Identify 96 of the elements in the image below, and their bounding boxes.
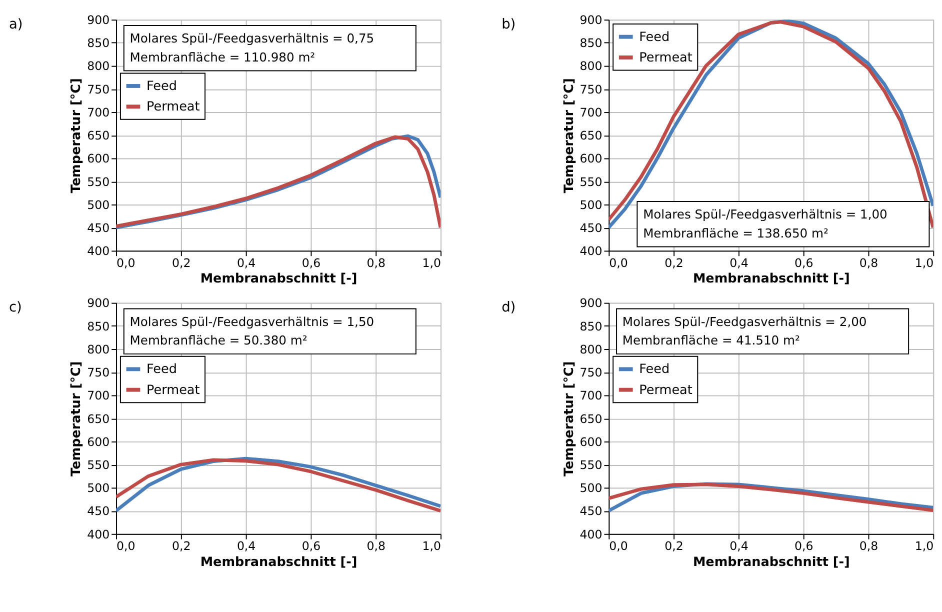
annotation: Membranfläche = 138.650 m² bbox=[643, 226, 828, 240]
y-axis-title: Temperatur [°C] bbox=[69, 361, 84, 476]
x-tick-label: 0,2 bbox=[172, 539, 191, 554]
legend-label: Permeat bbox=[639, 50, 692, 66]
x-tick-label: 0,4 bbox=[730, 539, 748, 554]
y-tick-label: 700 bbox=[87, 388, 110, 403]
y-tick-label: 600 bbox=[580, 434, 602, 449]
y-tick-label: 500 bbox=[580, 481, 602, 496]
y-tick-label: 900 bbox=[87, 296, 110, 310]
y-tick-label: 650 bbox=[87, 412, 110, 426]
x-tick-label: 0,6 bbox=[302, 256, 321, 270]
y-tick-label: 600 bbox=[87, 152, 110, 166]
annotation: Membranfläche = 41.510 m² bbox=[622, 334, 800, 348]
y-tick-label: 500 bbox=[87, 198, 110, 212]
x-tick-label: 0,6 bbox=[302, 539, 321, 554]
x-tick-label: 0,6 bbox=[794, 256, 814, 270]
y-tick-label: 400 bbox=[580, 527, 602, 542]
y-axis-title: Temperatur [°C] bbox=[69, 78, 84, 194]
x-tick-label: 0,4 bbox=[236, 539, 256, 554]
y-tick-label: 600 bbox=[87, 434, 110, 449]
y-tick-label: 800 bbox=[87, 59, 110, 74]
x-tick-label: 0,8 bbox=[859, 539, 878, 554]
annotation: Molares Spül-/Feedgasverhältnis = 1,00 bbox=[643, 208, 888, 222]
y-tick-label: 700 bbox=[87, 105, 110, 120]
chart-title: d) bbox=[502, 300, 516, 316]
legend-label: Permeat bbox=[639, 382, 692, 398]
x-axis-title: Membranabschnitt [-] bbox=[200, 554, 358, 570]
y-tick-label: 650 bbox=[580, 412, 602, 426]
y-axis-title: Temperatur [°C] bbox=[562, 361, 577, 476]
annotation: Molares Spül-/Feedgasverhältnis = 0,75 bbox=[130, 32, 374, 46]
x-tick-label: 0,8 bbox=[366, 539, 386, 554]
annotation: Membranfläche = 50.380 m² bbox=[130, 334, 308, 348]
y-tick-label: 450 bbox=[580, 221, 602, 235]
y-tick-label: 550 bbox=[580, 458, 602, 472]
y-tick-label: 750 bbox=[87, 366, 110, 380]
y-tick-label: 700 bbox=[580, 388, 602, 403]
x-tick-label: 0,2 bbox=[172, 256, 191, 270]
legend-label: Feed bbox=[146, 362, 177, 378]
annotation: Molares Spül-/Feedgasverhältnis = 2,00 bbox=[622, 314, 867, 329]
y-tick-label: 850 bbox=[580, 319, 602, 334]
x-tick-label: 1,0 bbox=[422, 256, 442, 270]
x-tick-label: 0,4 bbox=[730, 256, 748, 270]
x-tick-label: 0,0 bbox=[116, 539, 136, 554]
y-tick-label: 700 bbox=[580, 105, 602, 120]
x-tick-label: 0,0 bbox=[609, 256, 628, 270]
x-tick-label: 0,0 bbox=[116, 256, 136, 270]
y-tick-label: 750 bbox=[87, 82, 110, 96]
annotation: Membranfläche = 110.980 m² bbox=[130, 50, 316, 64]
x-tick-label: 0,4 bbox=[236, 256, 256, 270]
y-tick-label: 650 bbox=[87, 128, 110, 143]
y-tick-label: 450 bbox=[87, 504, 110, 518]
y-tick-label: 850 bbox=[87, 36, 110, 50]
annotation: Molares Spül-/Feedgasverhältnis = 1,50 bbox=[130, 314, 374, 329]
y-tick-label: 900 bbox=[580, 13, 602, 28]
legend-label: Feed bbox=[639, 362, 670, 378]
y-tick-label: 400 bbox=[87, 527, 110, 542]
y-tick-label: 650 bbox=[580, 128, 602, 143]
x-tick-label: 1,0 bbox=[914, 256, 934, 270]
x-tick-label: 0,6 bbox=[794, 539, 814, 554]
y-axis-title: Temperatur [°C] bbox=[562, 78, 577, 194]
legend-label: Feed bbox=[639, 30, 670, 45]
y-tick-label: 400 bbox=[87, 244, 110, 258]
y-tick-label: 550 bbox=[580, 174, 602, 189]
legend-label: Feed bbox=[146, 78, 177, 94]
y-tick-label: 500 bbox=[580, 198, 602, 212]
y-tick-label: 450 bbox=[580, 504, 602, 518]
y-tick-label: 800 bbox=[580, 59, 602, 74]
y-tick-label: 550 bbox=[87, 174, 110, 189]
chart-title: b) bbox=[502, 16, 516, 32]
legend-label: Permeat bbox=[146, 100, 200, 115]
y-tick-label: 850 bbox=[87, 319, 110, 334]
y-tick-label: 750 bbox=[580, 82, 602, 96]
x-tick-label: 0,8 bbox=[859, 256, 878, 270]
chart-title: a) bbox=[8, 16, 23, 32]
y-tick-label: 400 bbox=[580, 244, 602, 258]
y-tick-label: 750 bbox=[580, 366, 602, 380]
y-tick-label: 500 bbox=[87, 481, 110, 496]
x-tick-label: 0,8 bbox=[366, 256, 386, 270]
y-tick-label: 850 bbox=[580, 36, 602, 50]
x-tick-label: 0,2 bbox=[664, 539, 684, 554]
x-axis-title: Membranabschnitt [-] bbox=[200, 272, 358, 287]
y-tick-label: 450 bbox=[87, 221, 110, 235]
x-axis-title: Membranabschnitt [-] bbox=[692, 554, 850, 570]
x-tick-label: 1,0 bbox=[422, 539, 442, 554]
x-tick-label: 0,0 bbox=[609, 539, 628, 554]
y-tick-label: 600 bbox=[580, 152, 602, 166]
chart-title: c) bbox=[8, 300, 22, 316]
y-tick-label: 800 bbox=[87, 342, 110, 356]
y-tick-label: 900 bbox=[580, 296, 602, 310]
y-tick-label: 550 bbox=[87, 458, 110, 472]
x-tick-label: 0,2 bbox=[664, 256, 684, 270]
legend-label: Permeat bbox=[146, 382, 200, 398]
x-tick-label: 1,0 bbox=[914, 539, 934, 554]
y-tick-label: 800 bbox=[580, 342, 602, 356]
y-tick-label: 900 bbox=[87, 13, 110, 28]
x-axis-title: Membranabschnitt [-] bbox=[692, 272, 850, 287]
